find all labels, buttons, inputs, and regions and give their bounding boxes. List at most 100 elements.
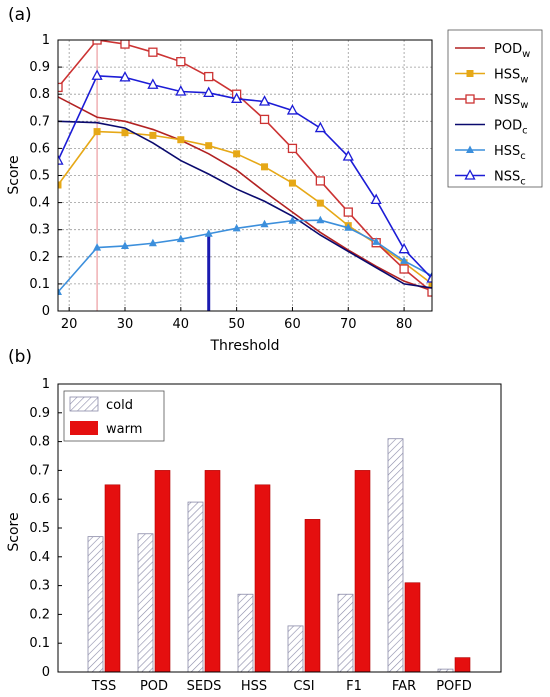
legend-swatch-cold bbox=[69, 396, 99, 412]
data-point bbox=[466, 70, 474, 77]
data-point bbox=[259, 114, 270, 125]
bar-warm-csi bbox=[304, 519, 321, 673]
a-y-tick-label: 0.4 bbox=[29, 196, 50, 211]
data-point bbox=[315, 176, 326, 186]
bar-warm-pod bbox=[154, 470, 171, 673]
bar-warm-f1 bbox=[354, 470, 371, 673]
b-y-tick-label: 0.8 bbox=[29, 435, 50, 450]
series-hss-w bbox=[58, 128, 432, 288]
a-y-tick-label: 0.2 bbox=[29, 250, 50, 265]
data-point bbox=[58, 287, 62, 296]
data-point bbox=[91, 69, 103, 80]
a-x-tick-label: 30 bbox=[117, 317, 134, 332]
a-x-tick-label: 60 bbox=[284, 317, 301, 332]
b-x-tick-label: F1 bbox=[346, 679, 362, 694]
series-nss-c bbox=[58, 69, 432, 283]
data-point bbox=[231, 92, 243, 103]
b-y-tick-label: 1 bbox=[42, 377, 50, 392]
data-point bbox=[175, 85, 187, 96]
data-point bbox=[287, 143, 298, 154]
data-point bbox=[314, 121, 326, 133]
a-y-tick-label: 0.8 bbox=[29, 87, 50, 102]
data-point bbox=[258, 95, 271, 106]
series-line bbox=[58, 96, 432, 292]
b-y-axis-label: Score bbox=[6, 512, 22, 551]
data-point bbox=[344, 223, 353, 231]
a-y-tick-label: 1 bbox=[42, 33, 50, 48]
bar-warm-hss bbox=[254, 484, 271, 673]
data-point bbox=[233, 150, 241, 158]
b-y-tick-label: 0.1 bbox=[29, 636, 50, 651]
bar-warm-far bbox=[404, 582, 421, 673]
data-point bbox=[58, 154, 64, 165]
bar-cold-pod bbox=[137, 533, 154, 673]
b-x-tick-label: POFD bbox=[436, 679, 472, 694]
series-pod-c bbox=[58, 120, 432, 289]
a-x-tick-label: 20 bbox=[61, 317, 78, 332]
legend-label: NSSc bbox=[494, 170, 526, 188]
b-y-tick-label: 0.7 bbox=[29, 463, 50, 478]
series-pod-w bbox=[58, 96, 432, 292]
data-point bbox=[288, 216, 297, 224]
data-point bbox=[316, 199, 324, 207]
a-tick-labels: 20 30 40 50 60 70 80 0 0.1 0.2 0.3 0.4 0.5 0.6 0.7 0.8 0… bbox=[29, 33, 412, 332]
b-y-tick-label: 0.4 bbox=[29, 550, 50, 565]
legend-label-cold: cold bbox=[106, 398, 133, 413]
data-point bbox=[58, 82, 63, 93]
b-y-tick-label: 0.9 bbox=[29, 406, 50, 421]
data-point bbox=[148, 238, 157, 247]
data-point bbox=[343, 207, 353, 217]
data-point bbox=[58, 181, 62, 189]
data-point bbox=[176, 57, 186, 67]
b-x-tick-label: CSI bbox=[293, 679, 314, 694]
legend-label: PODw bbox=[494, 42, 530, 60]
panel-label-b: (b) bbox=[8, 347, 32, 367]
legend-label: PODc bbox=[494, 119, 528, 137]
data-point bbox=[286, 104, 299, 115]
series-line bbox=[58, 219, 432, 293]
data-point bbox=[428, 280, 432, 288]
b-x-tick-label: FAR bbox=[392, 679, 416, 694]
legend-label: NSSw bbox=[494, 93, 528, 111]
a-y-tick-label: 0 bbox=[42, 304, 50, 319]
data-point bbox=[93, 243, 102, 251]
data-point bbox=[147, 78, 159, 89]
data-point bbox=[398, 242, 410, 254]
data-point bbox=[120, 241, 129, 249]
a-series-group bbox=[58, 40, 432, 297]
b-y-tick-label: 0 bbox=[42, 665, 50, 680]
series-line bbox=[58, 40, 432, 293]
b-y-tick-label: 0.2 bbox=[29, 607, 50, 622]
data-point bbox=[370, 193, 382, 205]
data-point bbox=[342, 150, 354, 161]
data-point bbox=[176, 234, 185, 243]
b-legend: cold warm bbox=[63, 390, 165, 442]
data-point bbox=[232, 223, 241, 232]
b-y-tick-label: 0.3 bbox=[29, 579, 50, 594]
a-x-axis-label: Threshold bbox=[210, 338, 280, 354]
a-y-tick-label: 0.3 bbox=[29, 223, 50, 238]
legend-label: HSSc bbox=[494, 144, 526, 162]
a-y-tick-label: 0.5 bbox=[29, 169, 50, 184]
data-point bbox=[205, 142, 213, 150]
a-gridlines bbox=[58, 39, 432, 312]
data-point bbox=[93, 128, 101, 136]
legend-label: HSSw bbox=[494, 68, 528, 86]
a-x-tick-label: 80 bbox=[396, 317, 413, 332]
a-legend-box bbox=[447, 29, 543, 188]
bar-warm-seds bbox=[204, 470, 221, 673]
legend-label-warm: warm bbox=[106, 422, 142, 437]
series-line bbox=[58, 120, 432, 289]
data-point bbox=[260, 219, 269, 228]
data-point bbox=[204, 229, 213, 237]
data-point bbox=[121, 129, 129, 137]
data-point bbox=[119, 71, 131, 82]
data-point bbox=[466, 145, 474, 153]
data-point bbox=[400, 256, 409, 264]
a-y-tick-label: 0.6 bbox=[29, 141, 50, 156]
b-y-tick-label: 0.6 bbox=[29, 492, 50, 507]
b-x-tick-label: TSS bbox=[91, 679, 116, 694]
data-point bbox=[316, 215, 325, 224]
b-tick-labels: 0 0.1 0.2 0.3 0.4 0.5 0.6 0.7 0.8 0.9 1 TSS POD SEDS H… bbox=[29, 377, 471, 694]
